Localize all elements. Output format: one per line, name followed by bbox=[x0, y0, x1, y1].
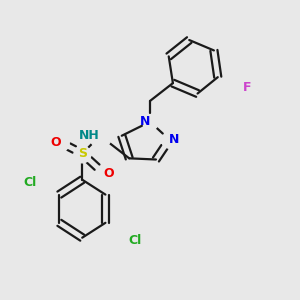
Text: S: S bbox=[78, 147, 87, 160]
Text: NH: NH bbox=[79, 129, 100, 142]
Text: N: N bbox=[169, 133, 180, 146]
Text: Cl: Cl bbox=[23, 176, 37, 189]
Text: N: N bbox=[140, 115, 150, 128]
Text: F: F bbox=[243, 81, 251, 94]
Text: O: O bbox=[50, 136, 61, 149]
Text: Cl: Cl bbox=[128, 234, 141, 247]
Text: O: O bbox=[103, 167, 114, 180]
